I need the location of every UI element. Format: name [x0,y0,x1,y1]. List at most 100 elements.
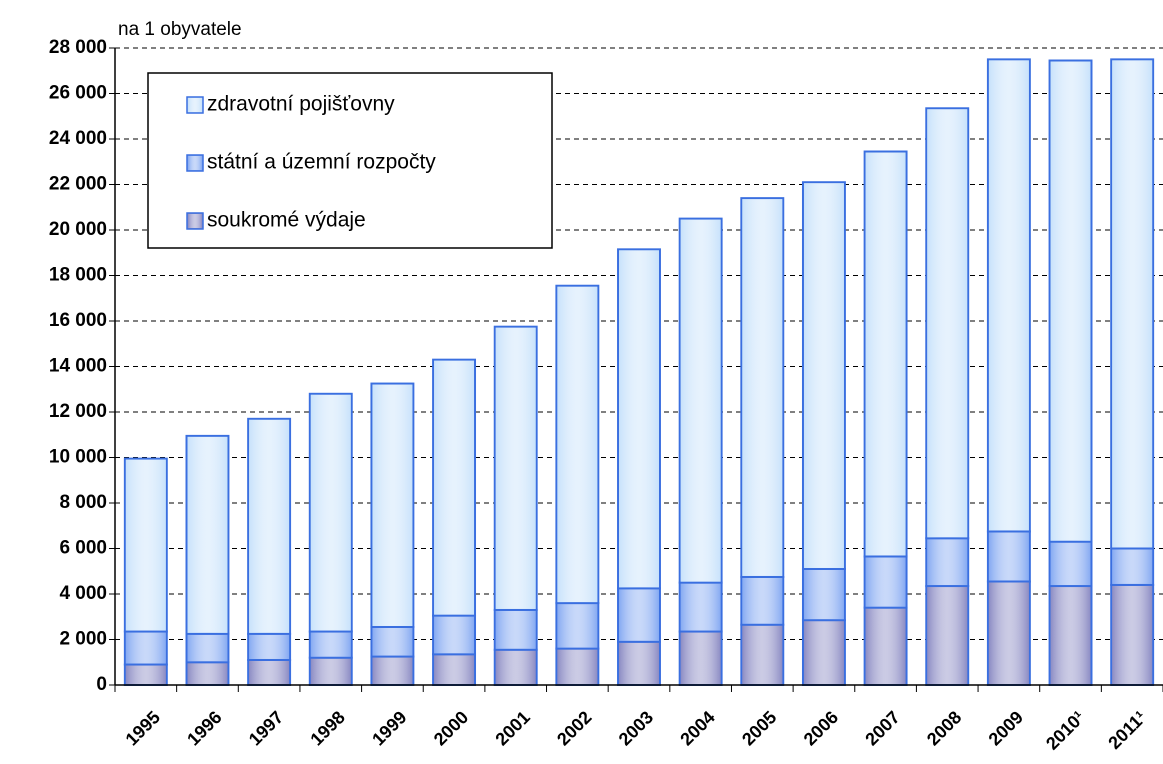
bar-shine [680,219,721,582]
bar-shine [1112,585,1153,684]
bar-segment [863,150,908,558]
bar-shine [187,436,228,633]
bar-shine [187,663,228,684]
bar-segment [801,567,846,622]
bar-shine [495,610,536,649]
bar-segment [863,555,908,609]
bar-segment [1048,585,1093,686]
bar-segment [555,647,600,686]
bar-shine [310,632,351,657]
bar-shine [742,199,783,576]
bar-shine [372,627,413,656]
x-tick-label: 1996 [183,707,225,749]
x-tick-label: 1998 [306,707,348,749]
y-tick-label: 22 000 [49,174,107,195]
bar-segment [432,614,477,656]
bar-segment [986,580,1031,686]
bar-segment [308,392,353,633]
x-tick-label: 2002 [553,707,595,749]
bar-segment [432,653,477,686]
x-tick-label: 2009 [985,707,1027,749]
bar-segment [801,181,846,570]
y-tick-label: 28 000 [49,37,107,58]
bar-segment [370,655,415,686]
bar-segment [247,632,292,661]
bar-segment [617,248,661,590]
bar-segment [1048,540,1093,588]
bar-shine [927,109,968,538]
bar-segment [986,58,1031,533]
bar-shine [1112,60,1153,548]
bar-shine [557,604,598,648]
x-tick-label: 2007 [861,707,903,749]
bar-segment [1110,58,1155,550]
bar-segment [925,107,970,540]
bar-segment [123,630,168,666]
bar-shine [125,665,166,684]
bar-segment [1110,583,1155,687]
bar-shine [1050,542,1091,586]
bar-shine [434,616,475,654]
bar-shine [310,658,351,684]
bar-segment [493,648,538,686]
bar-shine [434,360,475,615]
y-tick-label: 18 000 [49,265,107,286]
y-tick-label: 12 000 [49,401,107,422]
y-tick-label: 26 000 [49,83,107,104]
y-tick-label: 2 000 [59,629,107,650]
bar-segment [185,661,230,686]
y-tick-label: 6 000 [59,538,107,559]
bar-segment [555,284,600,605]
x-tick-label: 1995 [122,707,164,749]
bar-shine [680,632,721,684]
bar-shine [495,650,536,684]
bar-segment [925,537,970,588]
legend-box [147,72,553,249]
legend-swatch-shine [188,214,202,228]
bar-segment [678,217,723,584]
bar-segment [986,530,1031,583]
bar-segment [678,630,723,686]
bar-shine [310,394,351,631]
bar-segment [617,587,661,643]
bar-segment [432,358,477,617]
bar-segment [740,623,785,687]
legend-label: soukromé výdaje [207,209,366,232]
bar-segment [1048,59,1093,543]
y-tick-label: 10 000 [49,447,107,468]
legend-label: zdravotní pojišťovny [207,93,395,116]
y-tick-label: 0 [96,674,107,695]
y-tick-label: 24 000 [49,128,107,149]
bar-segment [308,656,353,687]
bar-shine [742,625,783,684]
bar-segment [247,417,292,635]
bar-shine [372,384,413,626]
bar-shine [803,183,844,568]
y-tick-label: 4 000 [59,583,107,604]
bar-shine [187,634,228,662]
bar-shine [372,657,413,684]
bar-shine [927,587,968,684]
bar-shine [865,557,906,607]
legend-swatch-shine [188,156,202,170]
bar-shine [249,660,290,684]
bar-shine [988,582,1029,684]
bar-segment [740,575,785,626]
x-tick-label: 2011¹ [1104,707,1150,753]
bar-segment [493,325,538,611]
x-tick-label: 1999 [368,707,410,749]
legend-swatch-shine [188,98,202,112]
bar-shine [249,634,290,659]
x-tick-label: 2003 [615,707,657,749]
bar-segment [185,434,230,635]
bar-shine [249,419,290,633]
bar-segment [247,658,292,686]
bar-shine [865,608,906,684]
legend-label: státní a územní rozpočty [207,151,436,174]
bar-segment [123,457,168,633]
bar-segment [925,585,970,686]
bar-segment [493,608,538,651]
bar-shine [125,632,166,664]
bar-segment [740,197,785,578]
